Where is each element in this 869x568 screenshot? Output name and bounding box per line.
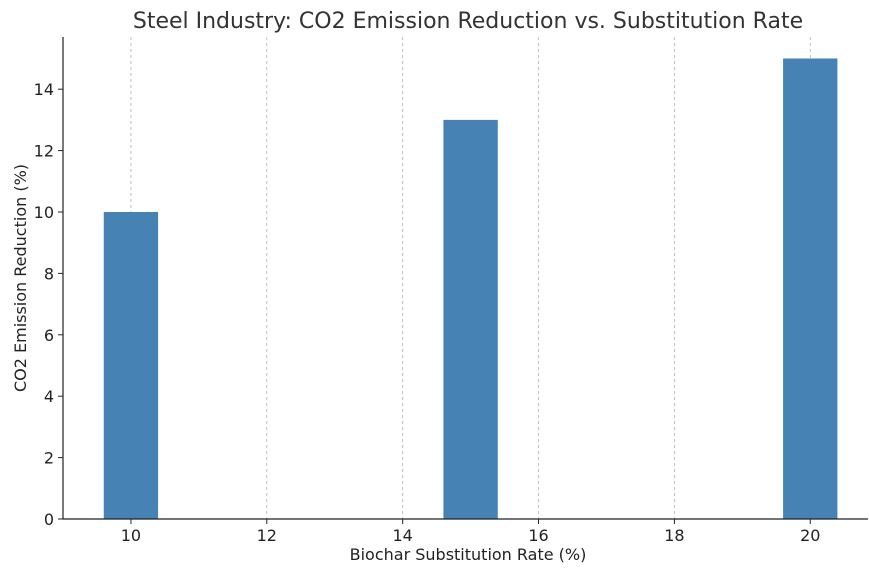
bars-layer <box>103 58 838 519</box>
x-tick-label: 20 <box>800 526 820 545</box>
x-tick-label: 12 <box>257 526 277 545</box>
y-axis-label: CO2 Emission Reduction (%) <box>11 164 30 392</box>
y-tick-label: 4 <box>44 387 54 406</box>
x-tick-label: 18 <box>664 526 684 545</box>
bar <box>443 119 498 519</box>
y-tick-label: 0 <box>44 510 54 529</box>
chart-title: Steel Industry: CO2 Emission Reduction v… <box>133 9 803 34</box>
y-tick-label: 2 <box>44 449 54 468</box>
y-tick-label: 10 <box>34 203 54 222</box>
ticks-layer: 10 12 14 16 18 20 0 2 4 6 8 10 12 14 <box>34 80 821 545</box>
x-tick-label: 10 <box>121 526 141 545</box>
bar <box>103 211 159 519</box>
x-tick-label: 16 <box>528 526 548 545</box>
y-tick-label: 8 <box>44 264 54 283</box>
x-axis-label: Biochar Substitution Rate (%) <box>350 545 587 564</box>
y-tick-label: 6 <box>44 326 54 345</box>
y-tick-label: 14 <box>34 80 54 99</box>
x-tick-label: 14 <box>392 526 412 545</box>
bar <box>783 58 838 519</box>
y-tick-label: 12 <box>34 142 54 161</box>
axes-layer <box>62 37 868 520</box>
